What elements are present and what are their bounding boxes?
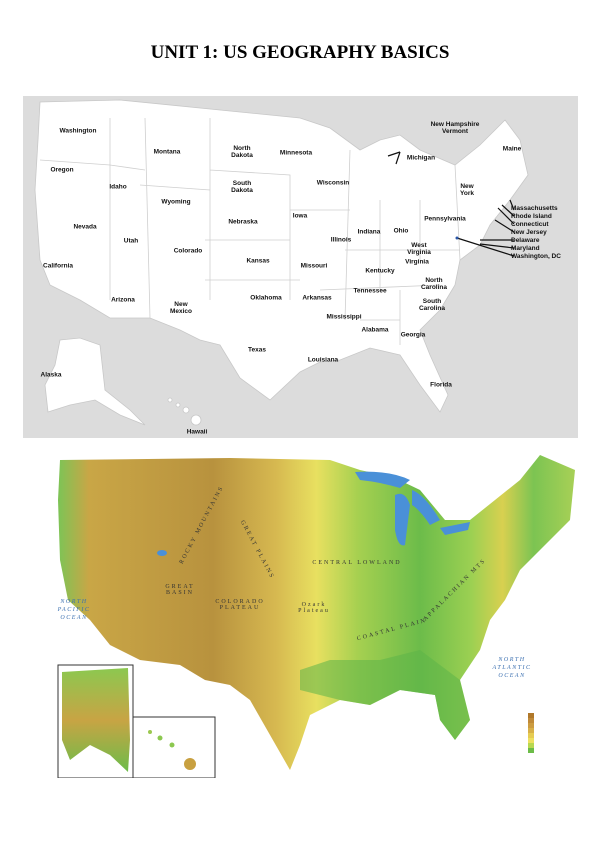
state-label-new-mexico: New Mexico [169,301,193,315]
terrain-map [57,455,575,778]
alaska-shape [44,337,146,426]
state-label-maine: Maine [502,145,522,153]
northeast-state-list: Massachusetts Rhode Island Connecticut N… [511,205,561,261]
us-outline [34,99,529,426]
legend-swatch [528,738,534,743]
state-label-new-york: New York [460,183,474,197]
state-label-arizona: Arizona [111,296,135,304]
state-label-nebraska: Nebraska [228,218,258,226]
legend-swatch [528,713,534,718]
contiguous-us-shape [34,99,529,413]
region-label-2: GREAT BASIN [165,584,195,596]
physical-map: ROCKY MOUNTAINS GREAT PLAINS GREAT BASIN CO… [52,455,578,778]
state-label-washington: Washington [59,127,97,135]
legend-swatch [528,728,534,733]
region-label-7: Ozark Plateau [298,602,330,614]
state-label-indiana: Indiana [357,228,381,236]
state-label-kansas: Kansas [246,257,270,265]
state-label-north-carolina: North Carolina [420,277,448,291]
state-label-mississippi: Mississippi [326,313,362,321]
state-label-michigan: Michigan [406,154,436,162]
label-rhode-island: Rhode Island [511,213,552,220]
label-new-jersey: New Jersey [511,229,547,236]
region-label-3: COLORADO PLATEAU [215,599,265,611]
state-label-south-carolina: South Carolina [418,298,446,312]
label-washington-dc: Washington, DC [511,253,561,260]
legend-swatch [528,718,534,723]
state-label-florida: Florida [430,381,452,389]
state-label-iowa: Iowa [292,212,308,220]
state-label-minnesota: Minnesota [279,149,313,157]
legend-swatch [528,733,534,738]
state-label-oregon: Oregon [50,166,74,174]
state-label-louisiana: Louisiana [307,356,339,364]
state-label-idaho: Idaho [109,183,127,191]
great-lakes [355,471,470,546]
page-title: UNIT 1: US GEOGRAPHY BASICS [150,42,450,63]
political-map: Washington Oregon Idaho Montana North Dakota… [23,96,578,438]
state-label-alaska: Alaska [40,371,62,379]
label-massachusetts: Massachusetts [511,205,558,212]
state-label-south-dakota: South Dakota [231,180,253,194]
state-label-oklahoma: Oklahoma [250,294,282,302]
state-label-west-virginia: West Virginia [407,242,431,256]
ocean-label-0: NORTH PACIFIC OCEAN [57,599,91,621]
state-label-wisconsin: Wisconsin [316,179,350,187]
state-label-nevada: Nevada [73,223,97,231]
legend-swatch [528,743,534,748]
state-label-california: California [43,262,73,270]
state-label-ohio: Ohio [393,227,409,235]
legend-swatch [528,748,534,753]
ocean-label-1: NORTH ATLANTIC OCEAN [492,657,532,679]
state-label-illinois: Illinois [330,236,352,244]
elevation-legend [514,713,554,753]
state-label-arkansas: Arkansas [302,294,332,302]
state-label-alabama: Alabama [361,326,389,334]
state-label-montana: Montana [153,148,181,156]
state-label-utah: Utah [123,237,139,245]
state-label-tennessee: Tennessee [353,287,387,295]
region-label-4: CENTRAL LOWLAND [312,560,402,566]
state-label-pennsylvania: Pennsylvania [424,215,466,223]
label-connecticut: Connecticut [511,221,549,228]
state-label-colorado: Colorado [173,247,203,255]
state-label-texas: Texas [248,346,266,354]
legend-swatch [528,723,534,728]
label-maryland: Maryland [511,245,540,252]
state-label-new-hampshire-vermont: New Hampshire Vermont [430,121,480,135]
state-label-missouri: Missouri [300,262,328,270]
label-delaware: Delaware [511,237,540,244]
state-label-north-dakota: North Dakota [231,145,253,159]
hawaii-inset [132,716,216,778]
state-label-georgia: Georgia [400,331,426,339]
state-label-wyoming: Wyoming [161,198,191,206]
state-label-kentucky: Kentucky [365,267,395,275]
state-label-hawaii: Hawaii [186,428,208,436]
state-label-virginia: Virginia [405,258,429,266]
